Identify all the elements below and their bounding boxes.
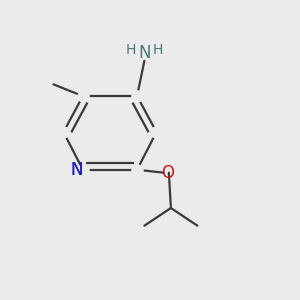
Text: H: H bbox=[126, 43, 136, 57]
Text: N: N bbox=[70, 161, 82, 179]
Text: N: N bbox=[138, 44, 151, 62]
Text: O: O bbox=[161, 164, 174, 182]
Text: H: H bbox=[152, 43, 163, 57]
Text: N: N bbox=[70, 161, 82, 179]
